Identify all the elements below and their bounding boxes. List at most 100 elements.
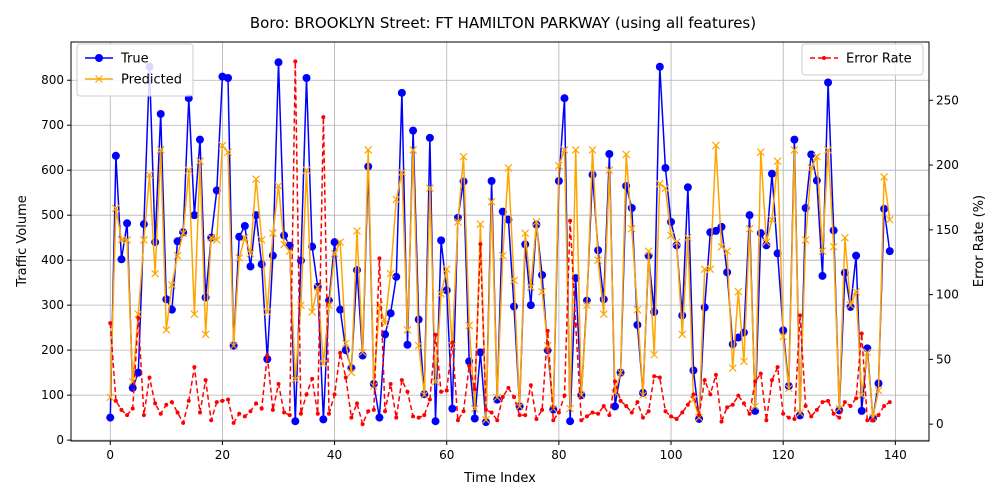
data-point-predicted (812, 152, 821, 161)
data-point-predicted (672, 238, 681, 247)
data-point-error-rate (798, 313, 803, 318)
data-point-error-rate (158, 411, 163, 416)
data-point-predicted (885, 215, 894, 224)
y-axis-label-right: Error Rate (%) (972, 195, 987, 287)
data-point-predicted (728, 364, 737, 373)
data-point-true (560, 94, 569, 103)
data-point-error-rate (859, 331, 864, 336)
data-point-true (167, 305, 176, 314)
data-point-error-rate (136, 315, 141, 320)
data-point-predicted (801, 236, 810, 244)
x-tick-label: 80 (551, 448, 566, 462)
data-point-predicted (633, 305, 642, 314)
data-point-error-rate (612, 379, 617, 384)
data-point-error-rate (175, 410, 180, 415)
data-point-true (526, 301, 535, 310)
data-point-true (173, 237, 182, 246)
data-point-error-rate (422, 413, 427, 418)
data-point-predicted (403, 325, 412, 334)
data-point-error-rate (837, 415, 842, 420)
data-point-error-rate (237, 411, 242, 416)
data-point-predicted (790, 146, 799, 154)
data-point-predicted (711, 141, 720, 150)
legend-label-true: True (120, 52, 149, 67)
data-point-predicted (179, 229, 188, 238)
data-point-true (538, 271, 547, 280)
data-point-true (139, 220, 148, 229)
data-point-predicted (252, 175, 260, 184)
data-point-error-rate (433, 332, 438, 337)
data-point-error-rate (601, 404, 606, 409)
data-point-predicted (476, 220, 485, 229)
y-tick-label: 200 (41, 343, 64, 357)
data-point-true (448, 404, 457, 413)
data-point-predicted (470, 404, 479, 413)
data-point-true (807, 150, 816, 159)
data-point-predicted (571, 146, 580, 154)
data-point-predicted (784, 384, 793, 393)
data-point-predicted (818, 247, 827, 256)
data-point-true (796, 411, 805, 420)
data-point-true (683, 183, 692, 192)
data-point-error-rate (270, 407, 275, 412)
data-point-predicted (117, 236, 126, 244)
data-point-predicted (616, 368, 625, 377)
data-point-error-rate (842, 400, 847, 405)
data-point-predicted (532, 218, 541, 226)
data-point-predicted (874, 386, 883, 395)
data-point-error-rate (753, 379, 758, 384)
data-point-true (190, 211, 199, 220)
data-point-error-rate (332, 392, 337, 397)
data-point-error-rate (371, 407, 376, 412)
data-point-error-rate (282, 410, 287, 415)
data-point-predicted (409, 146, 418, 154)
data-point-error-rate (781, 411, 786, 416)
data-point-predicted (515, 402, 524, 411)
data-point-error-rate (495, 418, 500, 423)
data-point-error-rate (545, 328, 550, 333)
data-point-true (437, 236, 446, 245)
data-point-true (268, 251, 277, 260)
data-point-error-rate (186, 398, 191, 403)
x-tick-label: 60 (439, 448, 454, 462)
plot-frame (70, 41, 930, 442)
data-point-error-rate (343, 375, 348, 380)
data-point-true (717, 222, 726, 231)
data-point-error-rate (293, 59, 298, 64)
data-point-error-rate (287, 413, 292, 418)
data-point-error-rate (590, 410, 595, 415)
y-tick-label: 300 (41, 298, 64, 312)
data-point-true (566, 417, 575, 426)
y-axis-right: 0 50 100 150 200 250 (929, 93, 959, 431)
data-point-error-rate (573, 322, 578, 327)
data-point-error-rate (685, 402, 690, 407)
data-point-error-rate (534, 416, 539, 421)
data-point-error-rate (427, 397, 432, 402)
data-point-error-rate (579, 418, 584, 423)
data-point-error-rate (506, 385, 511, 390)
data-point-predicted (224, 148, 232, 157)
data-point-predicted (139, 236, 148, 244)
data-point-predicted (381, 319, 389, 328)
y2-tick-label: 100 (936, 288, 959, 302)
series-line-predicted (109, 143, 891, 420)
data-point-true (745, 211, 754, 220)
data-point-error-rate (130, 406, 135, 411)
data-point-error-rate (854, 396, 859, 401)
data-point-predicted (554, 161, 563, 170)
data-point-predicted (353, 227, 361, 235)
data-point-error-rate (399, 378, 404, 383)
data-point-error-rate (439, 389, 444, 394)
data-point-true (829, 226, 838, 235)
data-point-predicted (106, 393, 115, 402)
data-point-error-rate (489, 410, 494, 415)
data-point-true (588, 170, 597, 179)
data-point-true (336, 305, 345, 314)
data-point-true (302, 73, 311, 82)
data-point-true (341, 346, 350, 355)
data-point-error-rate (803, 404, 808, 409)
data-point-error-rate (876, 413, 881, 418)
data-point-true (151, 238, 160, 247)
y-tick-label: 0 (56, 433, 64, 447)
data-point-error-rate (624, 404, 629, 409)
